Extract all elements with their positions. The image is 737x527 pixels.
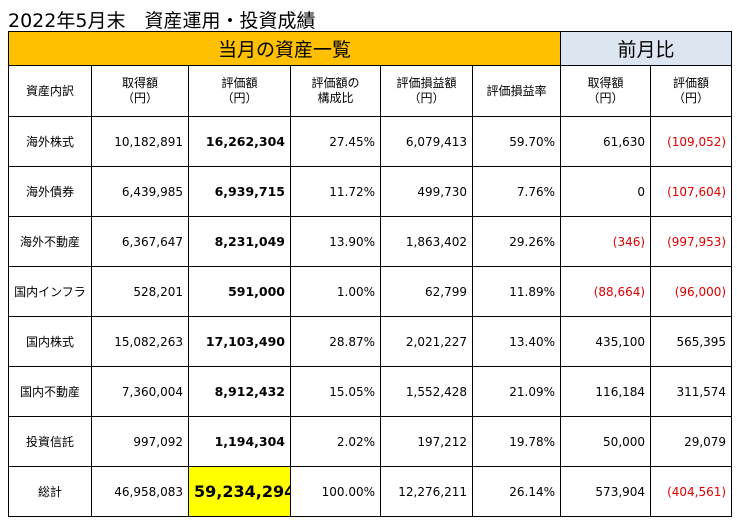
- prev-cost-cell: 50,000: [560, 416, 652, 467]
- cost-cell: 7,360,004: [91, 366, 189, 417]
- page-title: 2022年5月末 資産運用・投資成績: [8, 10, 316, 32]
- total-gain-rate-cell: 26.14%: [471, 466, 562, 517]
- asset-name: 投資信託: [8, 416, 92, 467]
- gain-cell: 2,021,227: [380, 316, 473, 367]
- cost-cell: 6,439,985: [91, 166, 189, 217]
- gain-rate-cell: 7.76%: [471, 166, 562, 217]
- ratio-cell: 28.87%: [290, 316, 381, 367]
- asset-name: 国内株式: [8, 316, 92, 367]
- table-row: 海外不動産 6,367,647 8,231,049 13.90% 1,863,4…: [8, 216, 733, 267]
- ratio-cell: 27.45%: [290, 116, 381, 167]
- asset-name: 海外債券: [8, 166, 92, 217]
- cost-cell: 528,201: [91, 266, 189, 317]
- asset-name: 国内インフラ: [8, 266, 92, 317]
- value-cell: 1,194,304: [188, 416, 291, 467]
- total-ratio-cell: 100.00%: [290, 466, 381, 517]
- total-value-cell: 59,234,294: [188, 466, 291, 517]
- prev-value-cell: (109,052): [650, 116, 733, 167]
- total-prev-cost-cell: 573,904: [560, 466, 652, 517]
- prev-value-cell: 311,574: [650, 366, 733, 417]
- prev-value-cell: (107,604): [650, 166, 733, 217]
- value-cell: 17,103,490: [188, 316, 291, 367]
- prev-cost-cell: 0: [560, 166, 652, 217]
- column-header: 取得額 （円）: [91, 65, 189, 117]
- prev-cost-cell: (88,664): [560, 266, 652, 317]
- section-header-row: 当月の資産一覧 前月比: [7, 31, 733, 66]
- total-prev-value-cell: (404,561): [650, 466, 733, 517]
- column-header: 評価損益率: [471, 65, 562, 117]
- cost-cell: 997,092: [91, 416, 189, 467]
- table-row: 国内株式 15,082,263 17,103,490 28.87% 2,021,…: [8, 316, 733, 367]
- column-header: 評価額の 構成比: [290, 65, 381, 117]
- table-row: 海外株式 10,182,891 16,262,304 27.45% 6,079,…: [8, 116, 733, 167]
- prev-value-cell: (96,000): [650, 266, 733, 317]
- gain-rate-cell: 29.26%: [471, 216, 562, 267]
- ratio-cell: 13.90%: [290, 216, 381, 267]
- value-cell: 16,262,304: [188, 116, 291, 167]
- cost-cell: 15,082,263: [91, 316, 189, 367]
- gain-rate-cell: 19.78%: [471, 416, 562, 467]
- value-cell: 591,000: [188, 266, 291, 317]
- table-row: 投資信託 997,092 1,194,304 2.02% 197,212 19.…: [8, 416, 733, 467]
- table-row: 国内インフラ 528,201 591,000 1.00% 62,799 11.8…: [8, 266, 733, 317]
- gain-rate-cell: 59.70%: [471, 116, 562, 167]
- gain-cell: 1,552,428: [380, 366, 473, 417]
- ratio-cell: 1.00%: [290, 266, 381, 317]
- gain-rate-cell: 13.40%: [471, 316, 562, 367]
- ratio-cell: 2.02%: [290, 416, 381, 467]
- gain-cell: 197,212: [380, 416, 473, 467]
- table-row: 海外債券 6,439,985 6,939,715 11.72% 499,730 …: [8, 166, 733, 217]
- prev-cost-cell: 61,630: [560, 116, 652, 167]
- gain-rate-cell: 21.09%: [471, 366, 562, 417]
- prev-value-cell: (997,953): [650, 216, 733, 267]
- value-cell: 6,939,715: [188, 166, 291, 217]
- value-cell: 8,912,432: [188, 366, 291, 417]
- asset-name: 国内不動産: [8, 366, 92, 417]
- prev-cost-cell: 116,184: [560, 366, 652, 417]
- column-header: 取得額 （円）: [560, 65, 652, 117]
- asset-name: 海外不動産: [8, 216, 92, 267]
- column-header-row: 資産内訳 取得額 （円） 評価額 （円） 評価額の 構成比 評価損益額 （円） 評価損益…: [8, 65, 733, 117]
- column-header: 評価損益額 （円）: [380, 65, 473, 117]
- value-cell: 8,231,049: [188, 216, 291, 267]
- gain-cell: 62,799: [380, 266, 473, 317]
- previous-month-header: 前月比: [560, 31, 733, 66]
- cost-cell: 10,182,891: [91, 116, 189, 167]
- current-month-header: 当月の資産一覧: [7, 31, 562, 66]
- total-gain-cell: 12,276,211: [380, 466, 473, 517]
- ratio-cell: 15.05%: [290, 366, 381, 417]
- gain-cell: 499,730: [380, 166, 473, 217]
- cost-cell: 6,367,647: [91, 216, 189, 267]
- table-row: 国内不動産 7,360,004 8,912,432 15.05% 1,552,4…: [8, 366, 733, 417]
- column-header: 評価額 （円）: [188, 65, 291, 117]
- prev-cost-cell: (346): [560, 216, 652, 267]
- gain-cell: 6,079,413: [380, 116, 473, 167]
- column-header: 評価額 （円）: [650, 65, 733, 117]
- column-header: 資産内訳: [8, 65, 92, 117]
- total-cost-cell: 46,958,083: [91, 466, 189, 517]
- gain-cell: 1,863,402: [380, 216, 473, 267]
- gain-rate-cell: 11.89%: [471, 266, 562, 317]
- asset-name: 海外株式: [8, 116, 92, 167]
- prev-value-cell: 29,079: [650, 416, 733, 467]
- prev-cost-cell: 435,100: [560, 316, 652, 367]
- total-label: 総計: [8, 466, 92, 517]
- total-row: 総計 46,958,083 59,234,294 100.00% 12,276,…: [8, 466, 733, 517]
- prev-value-cell: 565,395: [650, 316, 733, 367]
- ratio-cell: 11.72%: [290, 166, 381, 217]
- asset-table: 当月の資産一覧 前月比 資産内訳 取得額 （円） 評価額 （円） 評価額の 構成比 評…: [7, 31, 733, 517]
